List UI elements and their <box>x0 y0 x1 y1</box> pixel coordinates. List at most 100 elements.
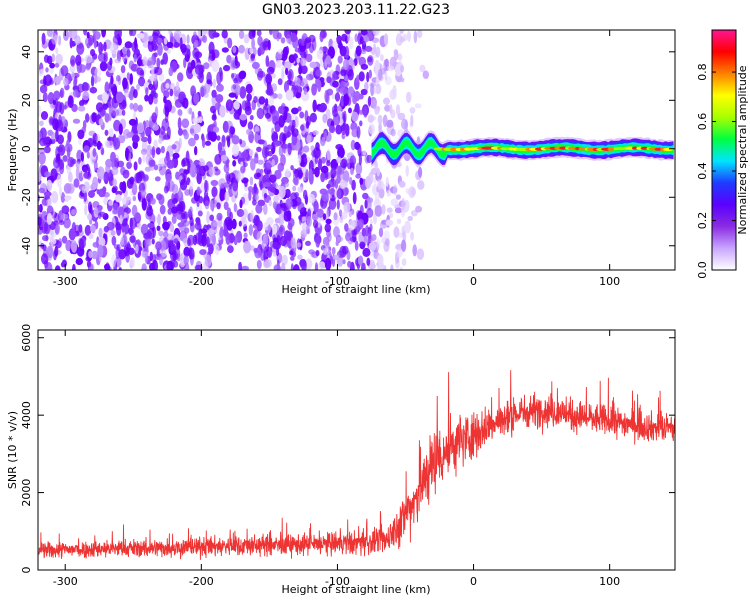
spectrogram-noise-cell <box>256 231 263 243</box>
spectrogram-noise-cell <box>189 164 197 178</box>
spectrogram-noise-cell <box>108 128 114 138</box>
spectrogram-noise-cell <box>60 65 69 77</box>
spectrogram-noise-cell <box>158 194 165 205</box>
spectrogram-noise-cell <box>358 218 364 228</box>
spectrogram-noise-cell <box>250 54 255 62</box>
spectrogram-noise-cell <box>333 226 340 238</box>
spectrogram-noise-cell <box>67 95 74 108</box>
spectrogram-noise-cell <box>149 251 153 262</box>
spectrogram-noise-cell <box>299 46 308 59</box>
spectrogram-noise-cell <box>272 201 277 210</box>
spectrogram-noise-cell <box>145 119 150 128</box>
spectrogram-noise-cell <box>217 141 223 153</box>
spectrogram-noise-cell <box>355 162 363 176</box>
spectrogram-noise-cell <box>204 179 208 193</box>
spectrogram-noise-cell <box>418 166 423 178</box>
spectrogram-noise-cell <box>81 90 90 101</box>
spectrogram-noise-cell <box>264 98 269 107</box>
spectrogram-noise-cell <box>38 204 41 212</box>
spectrogram-noise-cell <box>223 64 231 72</box>
spectrogram-noise-cell <box>394 207 403 214</box>
spectrogram-noise-cell <box>249 47 253 54</box>
spectrogram-noise-cell <box>248 189 252 202</box>
spectrogram-noise-cell <box>299 259 307 267</box>
spectrogram-noise-cell <box>209 214 215 222</box>
spectrogram-noise-cell <box>348 219 356 231</box>
colorbar-tick-label: 0.8 <box>696 63 709 81</box>
spectrogram-noise-cell <box>122 219 127 227</box>
spectrogram-noise-cell <box>223 201 229 211</box>
spectrogram-noise-cell <box>197 210 203 217</box>
spectrogram-noise-cell <box>49 67 54 74</box>
spectrogram-noise-cell <box>282 133 286 145</box>
spectrogram-noise-cell <box>90 224 96 233</box>
spectrogram-noise-cell <box>97 244 104 258</box>
spectrogram-noise-cell <box>129 235 136 243</box>
spectrogram-noise-cell <box>39 79 46 85</box>
spectrogram-noise-cell <box>417 180 425 190</box>
spectrogram-noise-cell <box>334 103 338 113</box>
spectrogram-noise-cell <box>395 194 401 200</box>
spectrogram-noise-cell <box>264 146 270 158</box>
spectrogram-noise-cell <box>262 38 271 51</box>
spectrogram-noise-cell <box>367 114 374 124</box>
spectrogram-noise-cell <box>340 95 345 107</box>
spectrogram-noise-cell <box>216 83 224 92</box>
spectrogram-x-tick-label: 100 <box>599 275 620 288</box>
spectrogram-noise-cell <box>358 71 365 82</box>
spectrogram-noise-cell <box>249 149 254 157</box>
spectrogram-noise-cell <box>63 30 69 41</box>
spectrogram-noise-cell <box>267 224 271 233</box>
spectrogram-noise-cell <box>164 106 169 117</box>
spectrogram-noise-cell <box>324 223 332 233</box>
spectrogram-noise-cell <box>241 265 249 270</box>
spectrogram-noise-cell <box>246 128 252 136</box>
spectrogram-noise-cell <box>366 198 372 211</box>
spectrogram-noise-cell <box>250 158 256 171</box>
spectrogram-noise-cell <box>226 135 231 143</box>
spectrogram-noise-cell <box>61 205 70 215</box>
spectrogram-noise-cell <box>318 261 326 270</box>
spectrogram-noise-cell <box>327 46 335 59</box>
spectrogram-noise-cell <box>266 217 274 226</box>
spectrogram-noise-cell <box>226 174 231 185</box>
spectrogram-noise-cell <box>238 44 246 54</box>
spectrogram-noise-cell <box>147 222 155 229</box>
spectrogram-noise-cell <box>47 92 55 105</box>
spectrogram-noise-cell <box>148 159 156 167</box>
spectrogram-noise-cell <box>79 238 85 252</box>
spectrogram-noise-cell <box>92 147 97 158</box>
spectrogram-noise-cell <box>407 215 414 222</box>
spectrogram-noise-cell <box>343 80 350 88</box>
spectrogram-noise-cell <box>133 89 138 99</box>
spectrogram-noise-cell <box>378 227 384 238</box>
spectrogram-noise-cell <box>328 179 335 188</box>
spectrogram-noise-cell <box>169 223 175 233</box>
spectrogram-noise-cell <box>340 123 347 136</box>
spectrogram-noise-cell <box>305 240 311 246</box>
spectrogram-noise-cell <box>143 81 150 92</box>
spectrogram-noise-cell <box>344 30 351 35</box>
spectrogram-noise-cell <box>164 155 171 165</box>
spectrogram-noise-cell <box>348 86 354 94</box>
spectrogram-noise-cell <box>43 221 51 235</box>
spectrogram-noise-cell <box>358 153 362 166</box>
spectrogram-noise-cell <box>381 183 386 191</box>
spectrogram-noise-cell <box>54 75 61 86</box>
spectrogram-noise-cell <box>178 168 185 175</box>
spectrogram-noise-cell <box>56 174 62 188</box>
spectrogram-noise-cell <box>297 154 302 165</box>
spectrogram-noise-cell <box>406 91 412 104</box>
spectrogram-noise-cell <box>102 186 107 194</box>
spectrogram-noise-cell <box>249 115 254 121</box>
spectrogram-noise-cell <box>384 71 388 81</box>
spectrogram-noise-cell <box>369 223 373 232</box>
spectrogram-noise-cell <box>256 220 263 232</box>
spectrogram-noise-cell <box>47 219 52 225</box>
spectrogram-noise-cell <box>85 62 91 70</box>
spectrogram-noise-cell <box>142 174 149 182</box>
spectrogram-noise-cell <box>277 93 283 100</box>
colorbar-tick-label: 0.6 <box>696 113 709 130</box>
spectrogram-noise-cell <box>93 160 98 172</box>
spectrogram-noise-cell <box>114 194 122 203</box>
